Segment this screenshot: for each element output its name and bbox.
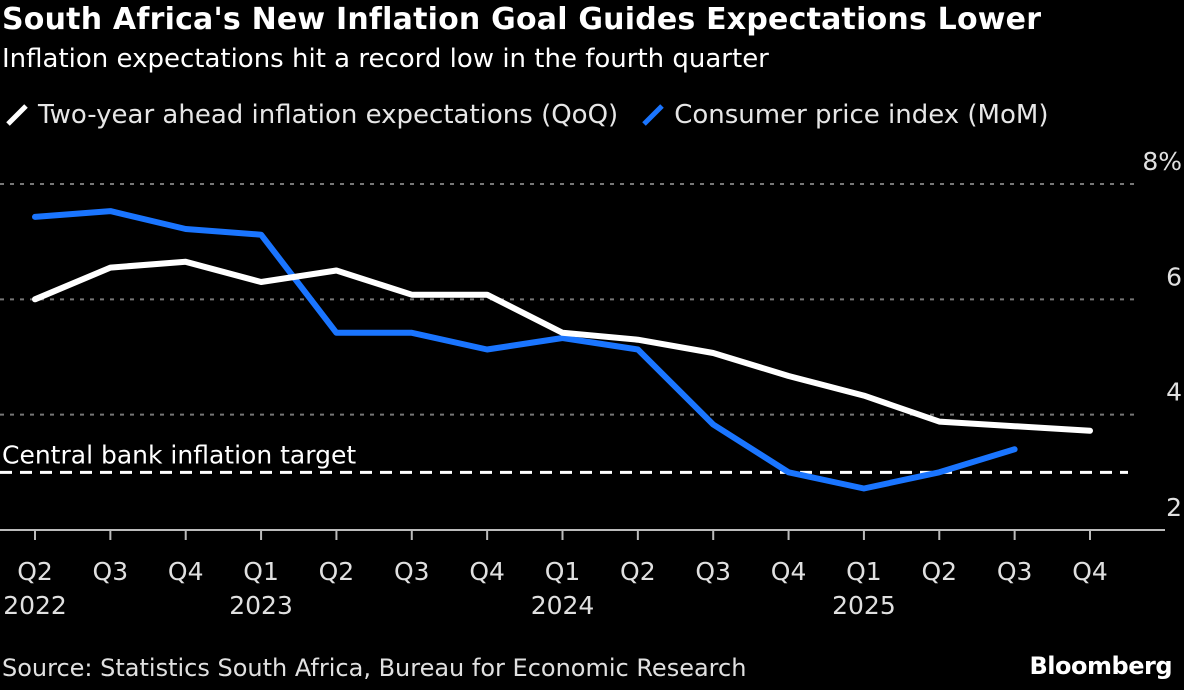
- x-tick-label-quarter: Q4: [1072, 557, 1108, 586]
- y-tick-label: 6: [1166, 262, 1182, 291]
- x-tick-label-year: 2022: [3, 591, 67, 620]
- x-tick-label-quarter: Q3: [997, 557, 1033, 586]
- x-tick-label-quarter: Q3: [695, 557, 731, 586]
- series-line-0: [32, 258, 1093, 434]
- x-tick-label-quarter: Q1: [846, 557, 882, 586]
- chart-title: South Africa's New Inflation Goal Guides…: [2, 2, 1042, 37]
- bloomberg-logo: Bloomberg: [1029, 652, 1173, 680]
- chart-subtitle: Inflation expectations hit a record low …: [2, 44, 769, 74]
- x-tick-label-year: 2024: [531, 591, 595, 620]
- x-tick-label-quarter: Q4: [771, 557, 807, 586]
- x-axis: Q2 2022 Q3 Q4 Q1 2023 Q2 Q3 Q4 Q1 2024 Q2 Q3 Q4 Q1 2025…: [0, 529, 1165, 620]
- x-tick-label-quarter: Q1: [545, 557, 581, 586]
- y-tick-label: 2: [1166, 493, 1182, 522]
- legend-item-cpi: Consumer price index (MoM): [640, 100, 1048, 130]
- legend-item-expectations: Two-year ahead inflation expectations (Q…: [4, 100, 618, 130]
- source-note: Source: Statistics South Africa, Bureau …: [2, 654, 747, 682]
- x-tick-label-quarter: Q4: [469, 557, 505, 586]
- x-tick-label-quarter: Q2: [17, 557, 53, 586]
- series-line-1: [32, 208, 1018, 492]
- x-tick-label-quarter: Q3: [394, 557, 430, 586]
- x-tick-label-quarter: Q2: [921, 557, 957, 586]
- series-lines: [32, 208, 1093, 492]
- legend-label-expectations: Two-year ahead inflation expectations (Q…: [38, 100, 619, 130]
- legend-swatch-expectations-icon: [6, 104, 28, 126]
- legend-swatch-cpi-icon: [642, 104, 664, 126]
- y-axis-ticks: 2 4 6 8%: [1142, 147, 1182, 522]
- gridlines: [0, 183, 1135, 416]
- target-label: Central bank inflation target: [2, 440, 356, 469]
- y-tick-label: 8%: [1142, 147, 1182, 176]
- x-tick-label-quarter: Q2: [319, 557, 355, 586]
- x-tick-label-quarter: Q3: [93, 557, 129, 586]
- y-tick-label: 4: [1166, 378, 1182, 407]
- x-tick-label-year: 2023: [229, 591, 293, 620]
- x-tick-label-quarter: Q4: [168, 557, 204, 586]
- legend: Two-year ahead inflation expectations (Q…: [4, 100, 1070, 130]
- x-tick-label-quarter: Q1: [243, 557, 279, 586]
- x-tick-label-quarter: Q2: [620, 557, 656, 586]
- legend-label-cpi: Consumer price index (MoM): [674, 100, 1049, 130]
- x-tick-label-year: 2025: [832, 591, 896, 620]
